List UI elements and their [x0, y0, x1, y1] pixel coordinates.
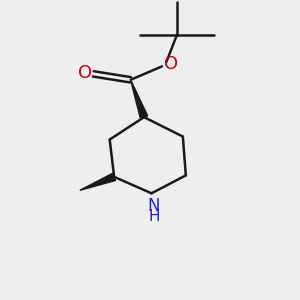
Polygon shape [80, 173, 116, 190]
Text: O: O [164, 55, 178, 73]
Polygon shape [130, 80, 148, 119]
Text: H: H [148, 209, 160, 224]
Text: O: O [78, 64, 92, 82]
Text: N: N [148, 197, 160, 215]
